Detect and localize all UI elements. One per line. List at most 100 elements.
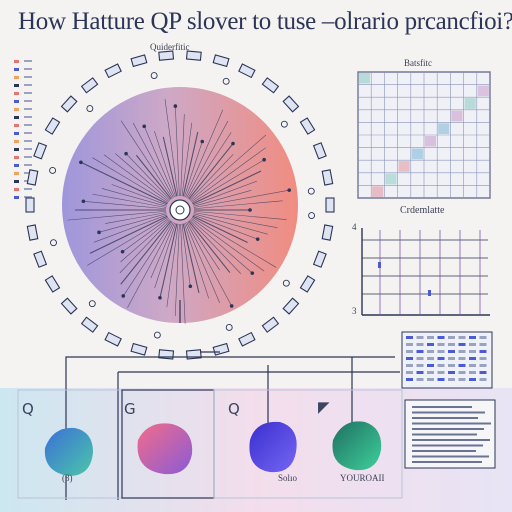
spoke bbox=[83, 201, 167, 210]
spoke bbox=[175, 106, 180, 197]
tick-line bbox=[24, 196, 32, 198]
tick-mark bbox=[14, 132, 19, 135]
table-cell bbox=[406, 378, 413, 381]
tick-line bbox=[24, 140, 32, 142]
spoke bbox=[188, 143, 234, 200]
spoke bbox=[143, 126, 175, 198]
ring-segment bbox=[238, 331, 256, 347]
ring-segment bbox=[26, 169, 39, 186]
spoke bbox=[191, 147, 266, 203]
spoke bbox=[103, 154, 169, 203]
table-cell bbox=[469, 378, 476, 381]
ring-segment bbox=[104, 63, 122, 79]
ring-segment bbox=[261, 316, 280, 333]
doc-line bbox=[412, 450, 476, 452]
spoke bbox=[120, 218, 170, 263]
spoke-tip bbox=[287, 188, 292, 192]
spoke bbox=[92, 157, 169, 204]
table-cell bbox=[406, 343, 413, 346]
ring-segment bbox=[60, 297, 78, 315]
table-cell bbox=[427, 343, 434, 346]
spoke-tip bbox=[248, 208, 252, 212]
spoke-tip bbox=[250, 271, 255, 275]
table-cell bbox=[406, 364, 413, 367]
spoke bbox=[119, 219, 171, 274]
block-4-glyph: ◤ bbox=[318, 398, 330, 416]
chart-axis-bottom: 3 bbox=[352, 306, 357, 316]
spoke bbox=[186, 222, 232, 307]
block-frame-3 bbox=[213, 389, 403, 499]
table-cell bbox=[479, 357, 487, 360]
spoke bbox=[93, 214, 167, 243]
ring-node bbox=[308, 212, 316, 219]
tick-mark bbox=[14, 196, 19, 199]
ring-node bbox=[225, 324, 233, 331]
block-1-glyph: Q bbox=[22, 400, 34, 418]
spoke-tip bbox=[188, 284, 193, 289]
tick-line bbox=[24, 84, 32, 86]
ring-segment bbox=[299, 275, 316, 293]
doc-line bbox=[412, 411, 485, 414]
table-cell bbox=[416, 371, 424, 374]
line-chart-panel bbox=[361, 228, 490, 316]
blob-4 bbox=[332, 421, 382, 471]
table-cell bbox=[469, 343, 476, 346]
spoke bbox=[193, 213, 268, 235]
tick-line bbox=[24, 188, 32, 190]
spoke bbox=[166, 223, 179, 308]
tick-line bbox=[24, 116, 32, 118]
ring-segment bbox=[158, 50, 175, 61]
spoke bbox=[120, 220, 172, 285]
tick-line bbox=[24, 60, 32, 62]
grid-panel-label: Batsfitc bbox=[404, 58, 432, 68]
spoke bbox=[192, 215, 248, 244]
table-cell bbox=[437, 364, 445, 367]
document-panel bbox=[404, 399, 496, 469]
spoke-tip bbox=[255, 237, 260, 241]
spoke bbox=[193, 200, 283, 210]
table-cell bbox=[416, 357, 424, 360]
ring-segment bbox=[104, 331, 122, 347]
table-cell bbox=[427, 357, 434, 360]
wheel-hub-inner bbox=[175, 205, 185, 215]
tick-mark bbox=[14, 100, 19, 103]
grid-cell bbox=[385, 173, 397, 185]
ring-segment bbox=[321, 169, 334, 186]
tick-line bbox=[24, 68, 32, 70]
table-cell bbox=[437, 336, 445, 339]
tick-mark bbox=[14, 68, 19, 71]
table-cell bbox=[448, 343, 455, 346]
grid-cell bbox=[372, 186, 384, 197]
spoke bbox=[190, 218, 253, 274]
spoke bbox=[164, 98, 179, 197]
spoke-tip bbox=[173, 104, 178, 108]
spoke bbox=[123, 221, 173, 297]
tick-line bbox=[24, 172, 32, 174]
table-cell bbox=[448, 371, 455, 374]
spoke bbox=[182, 223, 200, 293]
spoke-tip bbox=[262, 157, 266, 162]
spoke bbox=[111, 184, 167, 206]
table-cell bbox=[479, 364, 487, 367]
doc-line bbox=[412, 422, 491, 425]
tick-line bbox=[24, 100, 32, 102]
ring-segment bbox=[33, 250, 48, 268]
ring-segment bbox=[325, 197, 335, 213]
spoke bbox=[191, 217, 265, 272]
ring-node bbox=[153, 331, 161, 339]
table-cell bbox=[437, 371, 445, 374]
table-cell bbox=[448, 336, 455, 339]
table-cell bbox=[448, 350, 455, 353]
table-cell bbox=[469, 357, 476, 360]
table-cell bbox=[479, 350, 487, 353]
ring-segment bbox=[312, 250, 327, 268]
ring-segment bbox=[282, 95, 300, 113]
tick-line bbox=[24, 124, 32, 126]
spoke-tip bbox=[121, 294, 126, 298]
ring-segment bbox=[238, 63, 256, 79]
table-cell bbox=[416, 378, 424, 381]
table-cell bbox=[458, 378, 466, 381]
ring-node bbox=[222, 77, 230, 85]
tick-mark bbox=[14, 116, 19, 119]
ring-segment bbox=[25, 197, 35, 213]
